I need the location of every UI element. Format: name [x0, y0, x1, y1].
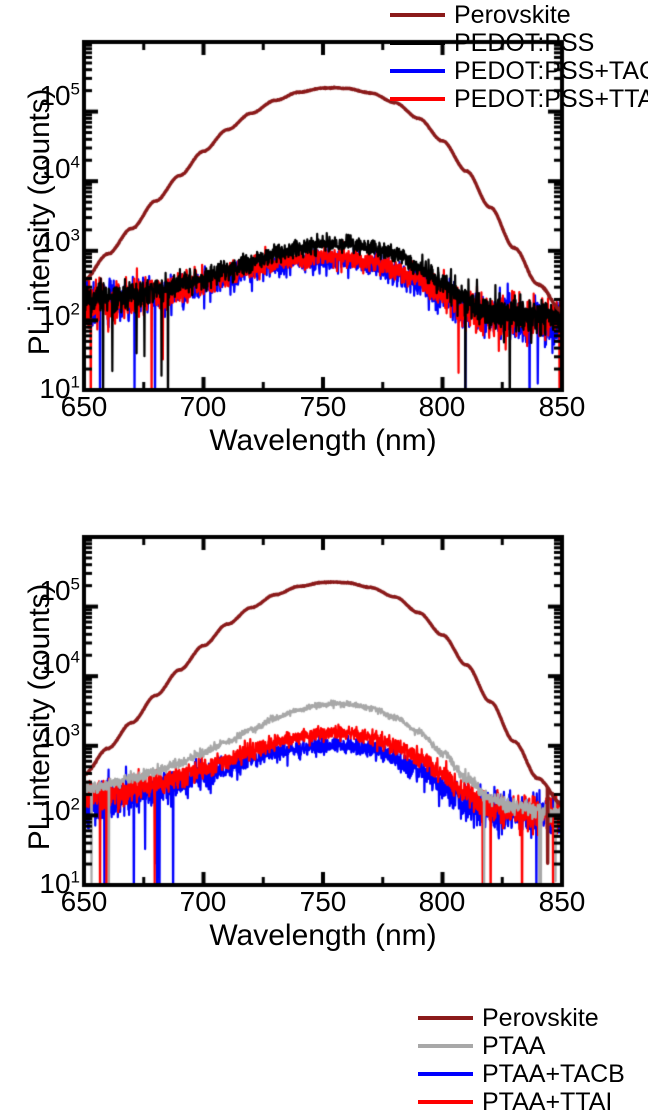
y-tick-wrap-1-bottom: 101 — [0, 867, 80, 899]
x-tick-label-650-bottom: 650 — [60, 886, 108, 917]
legend-item-ptaa-bottom: PTAA — [418, 1033, 625, 1059]
y-tick-wrap-5-bottom: 105 — [0, 574, 80, 606]
x-axis-label-top: Wavelength (nm) — [209, 424, 437, 457]
y-tick-label-10e2-bottom: 102 — [39, 794, 80, 826]
legend-label-perovskite-top: Perovskite — [454, 1, 571, 29]
y-tick-wrap-4-top: 104 — [0, 152, 80, 184]
legend-item-ptaa-tacb-bottom: PTAA+TACB — [418, 1061, 625, 1087]
legend-bottom: Perovskite PTAA PTAA+TACB PTAA+TTAI — [418, 1005, 625, 1115]
legend-swatch-pedot-pss-top — [390, 41, 445, 45]
y-tick-wrap-1-top: 101 — [0, 372, 80, 404]
x-tick-label-850-bottom: 850 — [538, 886, 586, 917]
y-tick-label-10e5-top: 105 — [39, 79, 80, 111]
y-tick-label-10e3-top: 103 — [39, 225, 80, 257]
x-tick-label-850-top: 850 — [538, 391, 586, 422]
y-tick-label-10e2-top: 102 — [39, 299, 80, 331]
x-axis-label-bottom: Wavelength (nm) — [209, 919, 437, 952]
x-tick-label-700-bottom: 700 — [179, 886, 227, 917]
y-tick-label-10e3-bottom: 103 — [39, 720, 80, 752]
panel-ptaa: PL intensity (counts) Wavelength (nm) 65… — [0, 495, 648, 1115]
x-tick-label-800-bottom: 800 — [418, 886, 466, 917]
x-tick-label-700-top: 700 — [179, 391, 227, 422]
x-tick-label-650-top: 650 — [60, 391, 108, 422]
y-tick-wrap-3-top: 103 — [0, 225, 80, 257]
y-tick-label-10e4-top: 104 — [39, 152, 80, 184]
legend-item-ptaa-ttai-bottom: PTAA+TTAI — [418, 1089, 625, 1115]
y-tick-label-10e1-top: 101 — [39, 372, 80, 404]
legend-label-ptaa-tacb-bottom: PTAA+TACB — [482, 1060, 625, 1088]
plot-area-bottom — [0, 495, 648, 990]
y-tick-wrap-3-bottom: 103 — [0, 720, 80, 752]
plot-area-top — [0, 0, 648, 495]
legend-item-pedot-pss-tacb-top: PEDOT:PSS+TACB — [390, 58, 648, 84]
legend-label-pedot-pss-ttai-top: PEDOT:PSS+TTAI — [454, 85, 648, 113]
legend-label-pedot-pss-tacb-top: PEDOT:PSS+TACB — [454, 57, 648, 85]
legend-item-perovskite-bottom: Perovskite — [418, 1005, 625, 1031]
y-tick-label-10e5-bottom: 105 — [39, 574, 80, 606]
legend-swatch-pedot-pss-ttai-top — [390, 97, 445, 101]
legend-item-pedot-pss-top: PEDOT:PSS — [390, 30, 648, 56]
legend-label-ptaa-ttai-bottom: PTAA+TTAI — [482, 1088, 613, 1116]
x-tick-label-800-top: 800 — [418, 391, 466, 422]
legend-label-ptaa-bottom: PTAA — [482, 1032, 546, 1060]
y-tick-label-10e4-bottom: 104 — [39, 647, 80, 679]
legend-swatch-pedot-pss-tacb-top — [390, 69, 445, 73]
legend-swatch-perovskite-top — [390, 13, 445, 17]
x-tick-label-750-bottom: 750 — [299, 886, 347, 917]
y-tick-wrap-4-bottom: 104 — [0, 647, 80, 679]
legend-top: Perovskite PEDOT:PSS PEDOT:PSS+TACB PEDO… — [390, 2, 648, 112]
y-tick-wrap-5-top: 105 — [0, 79, 80, 111]
y-tick-wrap-2-bottom: 102 — [0, 794, 80, 826]
legend-swatch-ptaa-ttai-bottom — [418, 1100, 473, 1104]
x-tick-label-750-top: 750 — [299, 391, 347, 422]
y-tick-wrap-2-top: 102 — [0, 299, 80, 331]
legend-swatch-ptaa-tacb-bottom — [418, 1072, 473, 1076]
panel-pedot-pss: PL intensity (counts) Wavelength (nm) 65… — [0, 0, 648, 495]
y-tick-label-10e1-bottom: 101 — [39, 867, 80, 899]
legend-label-perovskite-bottom: Perovskite — [482, 1004, 599, 1032]
legend-item-perovskite-top: Perovskite — [390, 2, 648, 28]
legend-swatch-perovskite-bottom — [418, 1016, 473, 1020]
legend-label-pedot-pss-top: PEDOT:PSS — [454, 29, 595, 57]
legend-swatch-ptaa-bottom — [418, 1044, 473, 1048]
legend-item-pedot-pss-ttai-top: PEDOT:PSS+TTAI — [390, 86, 648, 112]
